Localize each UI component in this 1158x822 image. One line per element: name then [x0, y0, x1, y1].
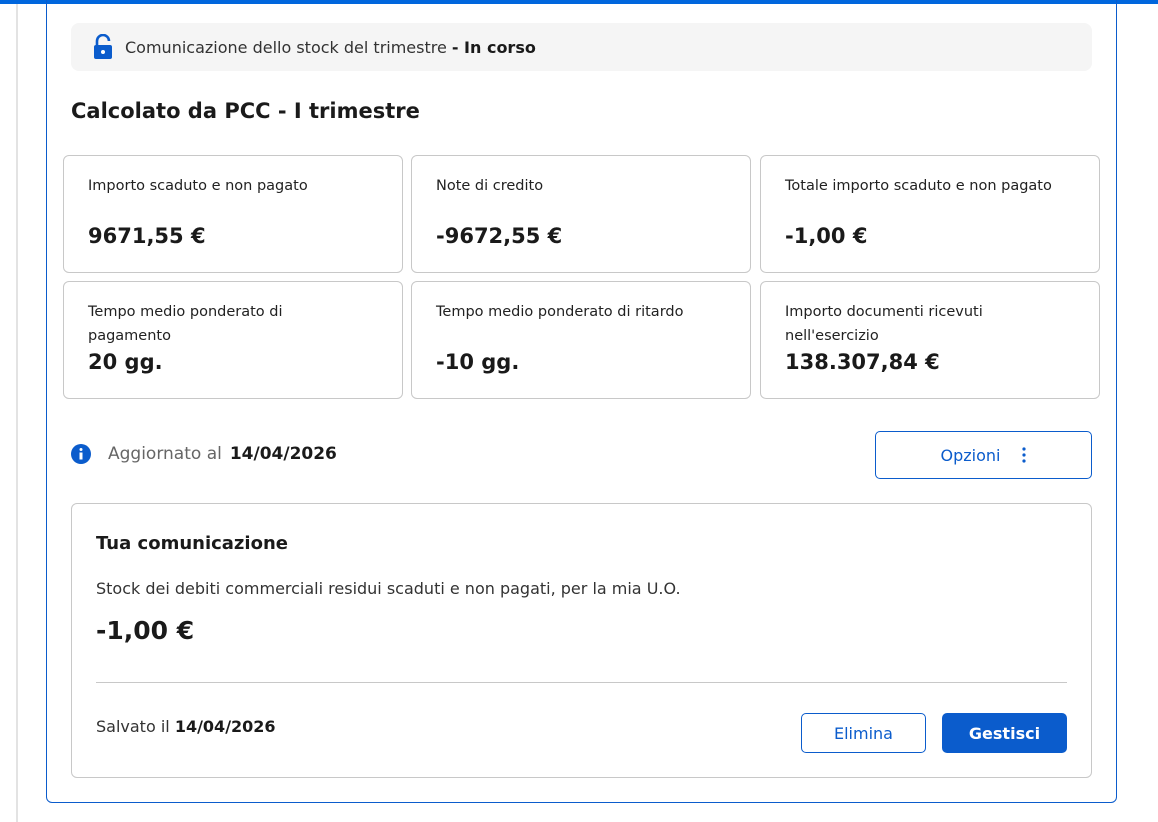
metric-card: Importo scaduto e non pagato 9671,55 € — [63, 155, 403, 273]
metric-label: Tempo medio ponderato di pagamento — [88, 304, 283, 344]
metric-value: 138.307,84 € — [785, 350, 940, 374]
section-title: Calcolato da PCC - I trimestre — [71, 99, 420, 123]
lock-open-icon — [94, 34, 112, 59]
metric-value: -1,00 € — [785, 224, 868, 248]
updated-info: Aggiornato al 14/04/2026 — [71, 444, 337, 464]
options-button[interactable]: Opzioni — [875, 431, 1092, 479]
saved-info: Salvato il 14/04/2026 — [96, 717, 276, 736]
top-accent-bar — [0, 0, 1158, 4]
metric-card: Note di credito -9672,55 € — [411, 155, 751, 273]
metric-label: Importo scaduto e non pagato — [88, 178, 308, 194]
metric-value: 9671,55 € — [88, 224, 206, 248]
more-vertical-icon — [1022, 447, 1027, 463]
status-badge: - In corso — [451, 37, 536, 57]
metric-label: Importo documenti ricevuti nell'esercizi… — [785, 304, 983, 344]
metric-label: Note di credito — [436, 178, 544, 194]
metric-label: Tempo medio ponderato di ritardo — [436, 304, 684, 320]
banner-text: Comunicazione dello stock del trimestre — [125, 37, 447, 57]
communication-value: -1,00 € — [96, 616, 195, 645]
communication-title: Tua comunicazione — [96, 533, 288, 554]
divider — [96, 682, 1067, 683]
metric-value: -10 gg. — [436, 350, 520, 374]
status-banner: Comunicazione dello stock del trimestre … — [71, 23, 1092, 71]
communication-description: Stock dei debiti commerciali residui sca… — [96, 579, 681, 598]
updated-date: 14/04/2026 — [229, 444, 337, 464]
saved-date: 14/04/2026 — [174, 717, 276, 736]
manage-button[interactable]: Gestisci — [942, 713, 1067, 753]
metric-label: Totale importo scaduto e non pagato — [785, 178, 1052, 194]
info-icon — [71, 444, 91, 464]
saved-label: Salvato il — [96, 717, 170, 736]
metric-card: Tempo medio ponderato di pagamento 20 gg. — [63, 281, 403, 399]
metric-value: 20 gg. — [88, 350, 163, 374]
left-divider — [16, 4, 18, 822]
metric-card: Importo documenti ricevuti nell'esercizi… — [760, 281, 1100, 399]
updated-label: Aggiornato al — [108, 444, 222, 464]
quarter-panel — [46, 0, 1117, 803]
communication-card: Tua comunicazione Stock dei debiti comme… — [71, 503, 1092, 778]
delete-button[interactable]: Elimina — [801, 713, 926, 753]
metric-card: Tempo medio ponderato di ritardo -10 gg. — [411, 281, 751, 399]
metric-value: -9672,55 € — [436, 224, 563, 248]
options-label: Opzioni — [940, 445, 1001, 465]
metric-card: Totale importo scaduto e non pagato -1,00… — [760, 155, 1100, 273]
